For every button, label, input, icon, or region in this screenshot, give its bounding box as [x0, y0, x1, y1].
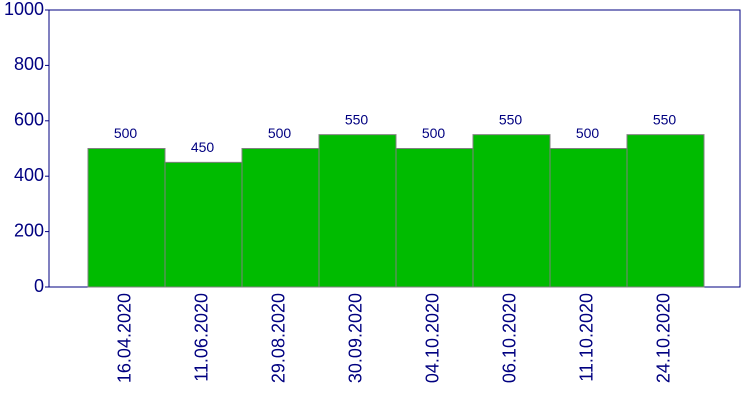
- bar: [395, 148, 474, 288]
- x-tick-label: 11.10.2020: [576, 293, 596, 382]
- x-tick-label: 30.09.2020: [345, 293, 365, 383]
- y-tick-label: 400: [14, 165, 44, 185]
- value-label: 550: [499, 111, 523, 127]
- value-label: 500: [576, 125, 600, 141]
- bar: [241, 148, 320, 288]
- value-label: 500: [268, 125, 292, 141]
- bar: [626, 134, 705, 288]
- y-tick-label: 1000: [4, 0, 44, 19]
- value-label: 550: [345, 111, 369, 127]
- y-tick-label: 200: [14, 220, 44, 240]
- x-tick-label: 04.10.2020: [422, 293, 442, 383]
- y-tick-label: 800: [14, 54, 44, 74]
- bar: [318, 134, 397, 288]
- value-label: 550: [653, 111, 677, 127]
- bar: [549, 148, 628, 288]
- value-label: 500: [114, 125, 138, 141]
- value-label: 450: [191, 139, 215, 155]
- value-label: 500: [422, 125, 446, 141]
- x-tick-label: 29.08.2020: [268, 293, 288, 383]
- x-tick-label: 11.06.2020: [191, 293, 211, 382]
- y-tick-label: 600: [14, 110, 44, 130]
- bar: [164, 161, 243, 288]
- x-tick-label: 16.04.2020: [114, 293, 134, 383]
- bar: [87, 148, 166, 288]
- y-tick-label: 0: [34, 276, 44, 296]
- x-tick-label: 06.10.2020: [499, 293, 519, 383]
- bar: [472, 134, 551, 288]
- x-tick-label: 24.10.2020: [653, 293, 673, 383]
